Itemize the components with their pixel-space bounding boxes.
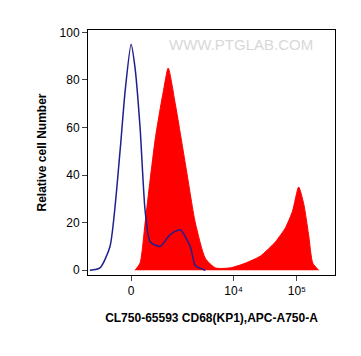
svg-text:80: 80 (66, 73, 80, 87)
svg-text:10⁴: 10⁴ (224, 284, 243, 298)
svg-text:40: 40 (66, 168, 80, 182)
svg-text:Relative cell Number: Relative cell Number (35, 93, 49, 211)
svg-text:60: 60 (66, 121, 80, 135)
svg-text:0: 0 (73, 263, 80, 277)
svg-text:10⁵: 10⁵ (288, 284, 306, 298)
svg-text:0: 0 (128, 284, 135, 298)
svg-text:100: 100 (60, 26, 80, 40)
svg-text:WWW.PTGLAB.COM: WWW.PTGLAB.COM (169, 36, 313, 53)
svg-text:20: 20 (66, 216, 80, 230)
svg-text:CL750-65593 CD68(KP1),APC-A750: CL750-65593 CD68(KP1),APC-A750-A (105, 311, 318, 325)
